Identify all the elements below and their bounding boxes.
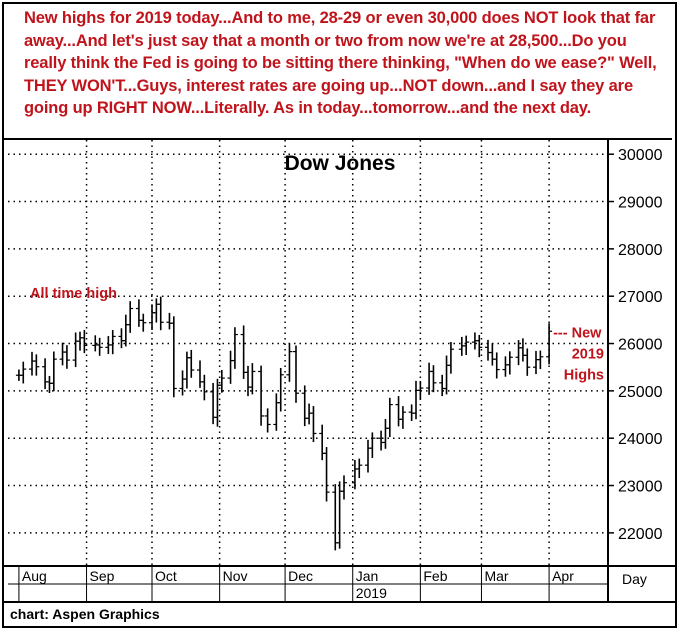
axis-labels: 22000 23000 24000 25000 26000 27000 28000 29000…	[22, 147, 663, 601]
x-tick-label: Oct	[155, 568, 177, 584]
annotation-new-highs-line1: --- New	[553, 325, 602, 341]
annotation-all-time-high: All time high	[30, 286, 117, 302]
dow-jones-chart: 22000 23000 24000 25000 26000 27000 28000 29000…	[4, 140, 675, 601]
annotation-new-highs-line2: 2019	[572, 346, 604, 362]
x-tick-label: Nov	[223, 568, 248, 584]
axes	[4, 140, 675, 601]
source-footer: chart: Aspen Graphics	[4, 601, 675, 626]
y-tick-label: 24000	[618, 431, 663, 448]
x-tick-label: Mar	[484, 568, 508, 584]
x-tick-label: Sep	[90, 568, 115, 584]
y-tick-label: 22000	[618, 526, 663, 543]
annotation-new-highs-line3: Highs	[564, 367, 604, 383]
x-period-label: Day	[622, 571, 647, 587]
commentary-text: New highs for 2019 today...And to me, 28…	[4, 4, 672, 140]
y-tick-label: 23000	[618, 479, 663, 496]
chart-title: Dow Jones	[285, 152, 396, 175]
y-tick-label: 28000	[618, 242, 663, 259]
x-year-label: 2019	[356, 585, 387, 601]
x-tick-label: Aug	[22, 568, 47, 584]
x-tick-label: Jan	[356, 568, 379, 584]
y-tick-label: 26000	[618, 337, 663, 354]
y-tick-label: 30000	[618, 147, 663, 164]
y-tick-label: 27000	[618, 289, 663, 306]
price-bars	[15, 296, 553, 551]
y-tick-label: 29000	[618, 195, 663, 212]
y-tick-label: 25000	[618, 384, 663, 401]
x-tick-label: Dec	[288, 568, 313, 584]
x-tick-label: Apr	[552, 568, 574, 584]
annotations: All time high --- New 2019 Highs	[30, 286, 604, 383]
x-tick-label: Feb	[423, 568, 447, 584]
